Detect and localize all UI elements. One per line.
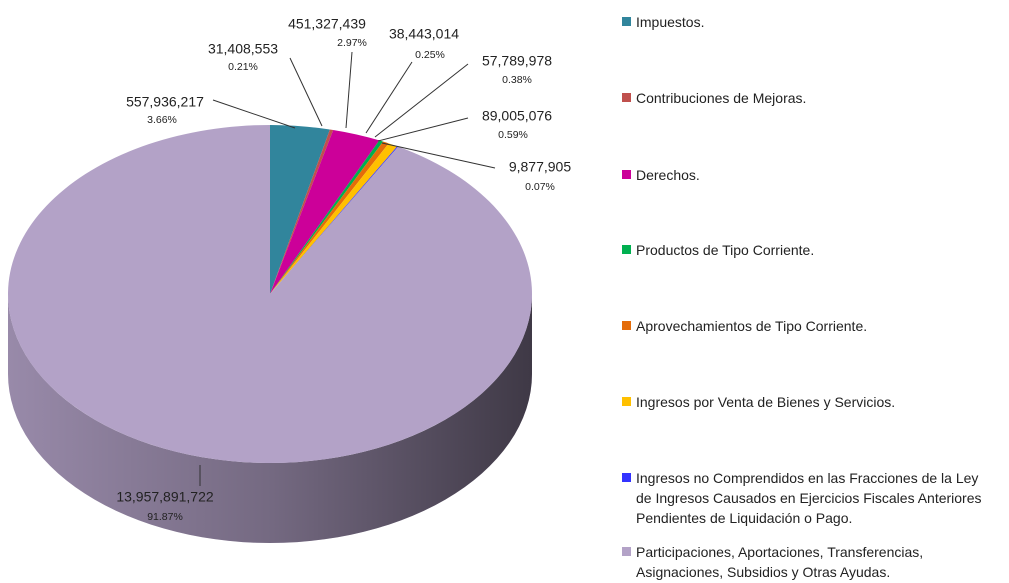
legend-swatch xyxy=(622,473,631,482)
slice xyxy=(7,125,532,463)
leader-line xyxy=(374,63,469,138)
slice xyxy=(270,146,399,294)
value-label: 451,327,439 xyxy=(288,16,366,32)
legend-label: Ingresos por Venta de Bienes y Servicios… xyxy=(636,394,896,410)
legend-swatch xyxy=(622,321,631,330)
value-label: 9,877,905 xyxy=(509,159,571,175)
slice xyxy=(270,143,398,294)
chart: 557,936,217 3.66% 31,408,553 0.21% 451,327,4… xyxy=(7,16,571,543)
percent-label: 0.25% xyxy=(415,49,445,61)
value-label: 13,957,891,722 xyxy=(116,489,214,505)
legend-swatch xyxy=(622,170,631,179)
legend-item: Contribuciones de Mejoras. xyxy=(622,88,997,108)
legend-swatch xyxy=(622,93,631,102)
value-label: 89,005,076 xyxy=(482,108,552,124)
percent-label: 2.97% xyxy=(337,37,367,49)
value-label: 38,443,014 xyxy=(389,26,459,42)
percent-label: 91.87% xyxy=(147,511,183,523)
legend-swatch xyxy=(622,547,631,556)
leader-line xyxy=(345,51,353,129)
legend-label: Impuestos. xyxy=(636,14,705,30)
legend-swatch xyxy=(622,17,631,26)
leader-line xyxy=(365,61,413,134)
legend-label: Contribuciones de Mejoras. xyxy=(636,90,807,106)
slice xyxy=(270,129,380,294)
legend-item: Ingresos por Venta de Bienes y Servicios… xyxy=(622,392,997,412)
legend-item: Aprovechamientos de Tipo Corriente. xyxy=(622,316,997,336)
slice xyxy=(270,141,389,294)
value-label: 557,936,217 xyxy=(126,94,204,110)
legend-label: Ingresos no Comprendidos en las Fraccion… xyxy=(636,470,982,526)
side-shade xyxy=(8,294,532,543)
percent-label: 0.38% xyxy=(502,74,532,86)
legend-label: Aprovechamientos de Tipo Corriente. xyxy=(636,318,868,334)
legend-label: Productos de Tipo Corriente. xyxy=(636,242,815,258)
leader-line xyxy=(212,99,296,129)
legend-swatch xyxy=(622,245,631,254)
slice xyxy=(270,125,330,294)
legend-item: Ingresos no Comprendidos en las Fraccion… xyxy=(622,468,997,528)
slice xyxy=(270,140,384,294)
leader-line xyxy=(289,57,323,127)
leader-line xyxy=(381,142,496,169)
leader-line xyxy=(377,117,469,142)
legend-item: Impuestos. xyxy=(622,12,997,32)
legend-item: Productos de Tipo Corriente. xyxy=(622,240,997,260)
percent-label: 0.07% xyxy=(525,181,555,193)
slice xyxy=(270,129,334,294)
legend-label: Participaciones, Aportaciones, Transfere… xyxy=(636,544,924,580)
legend-item: Participaciones, Aportaciones, Transfere… xyxy=(622,542,997,582)
legend-label: Derechos. xyxy=(636,167,700,183)
percent-label: 0.21% xyxy=(228,61,258,73)
percent-label: 3.66% xyxy=(147,114,177,126)
value-label: 31,408,553 xyxy=(208,41,278,57)
legend-swatch xyxy=(622,397,631,406)
percent-label: 0.59% xyxy=(498,129,528,141)
legend-item: Derechos. xyxy=(622,165,997,185)
value-label: 57,789,978 xyxy=(482,53,552,69)
